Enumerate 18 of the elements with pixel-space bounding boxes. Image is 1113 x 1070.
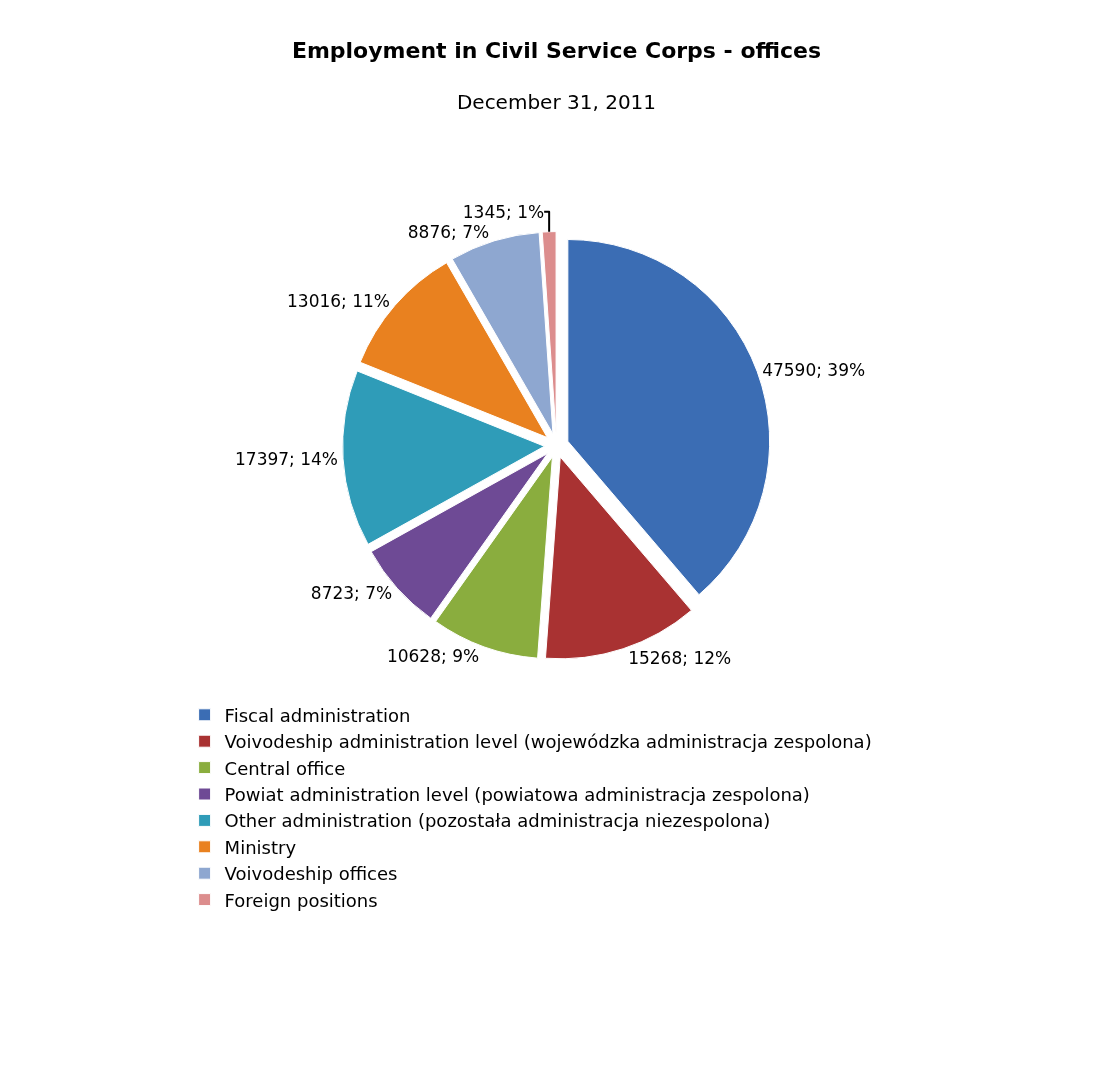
data-label: 17397; 14% bbox=[235, 448, 339, 469]
legend-label: Powiat administration level (powiatowa administracja zespolona) bbox=[224, 784, 810, 806]
legend-label: Fiscal administration bbox=[224, 704, 411, 726]
data-label: 8723; 7% bbox=[310, 582, 393, 603]
data-label: 47590; 39% bbox=[762, 360, 866, 381]
chart-title: Employment in Civil Service Corps - offices bbox=[291, 38, 822, 64]
legend-label: Other administration (pozostała administracja niezespolona) bbox=[224, 810, 771, 832]
chart-subtitle: December 31, 2011 bbox=[456, 90, 657, 115]
legend-label: Voivodeship offices bbox=[224, 863, 398, 885]
data-label: 10628; 9% bbox=[386, 645, 480, 666]
data-label: 13016; 11% bbox=[287, 290, 391, 311]
legend-label: Ministry bbox=[224, 836, 297, 858]
legend-label: Voivodeship administration level (wojewódzka administracja zespolona) bbox=[224, 731, 872, 753]
legend-label: Central office bbox=[224, 757, 346, 779]
data-label: 15268; 12% bbox=[628, 647, 732, 668]
data-label: 8876; 7% bbox=[407, 221, 490, 242]
legend-label: Foreign positions bbox=[224, 889, 378, 911]
data-label: 1345; 1% bbox=[462, 201, 545, 222]
